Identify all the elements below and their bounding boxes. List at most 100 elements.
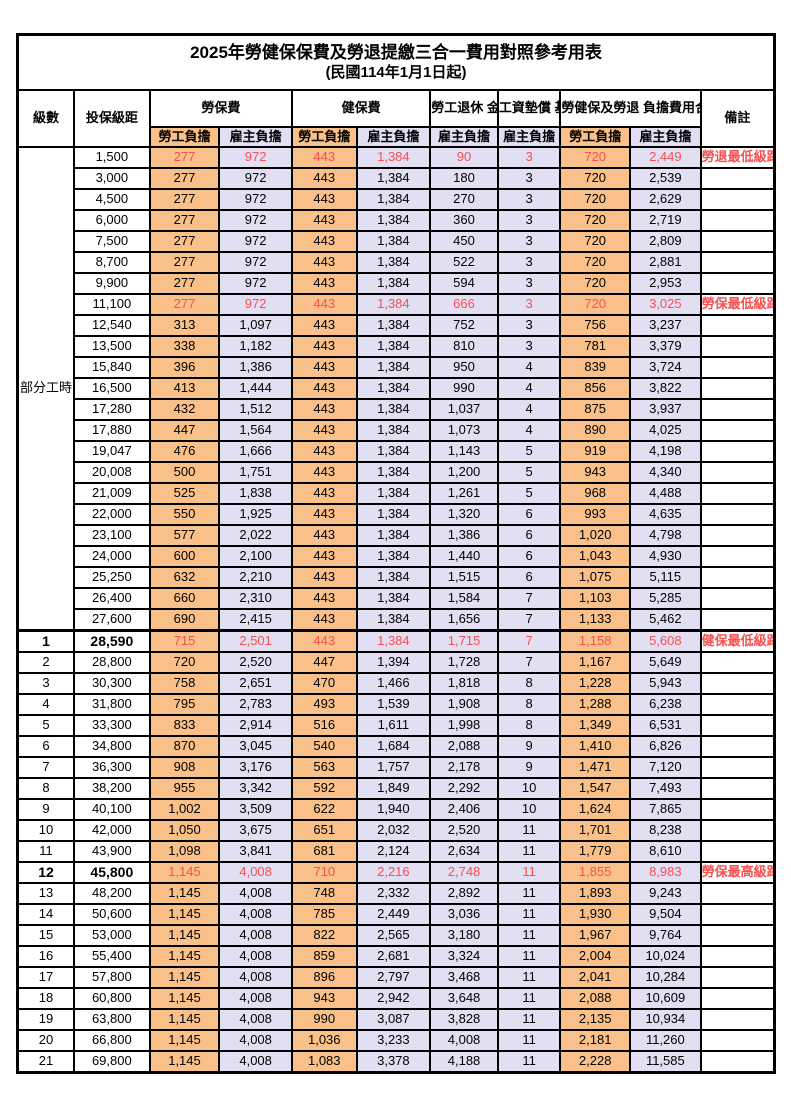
wage-fund-employer-cell: 6 bbox=[496, 545, 562, 568]
bracket-cell: 66,800 bbox=[73, 1029, 151, 1052]
header-note: 備註 bbox=[699, 89, 776, 148]
total-employee-cell: 720 bbox=[559, 167, 632, 190]
subheader-total-employer: 雇主負擔 bbox=[629, 126, 702, 148]
health-employer-cell: 1,394 bbox=[355, 651, 432, 674]
pension-employer-cell: 1,037 bbox=[429, 398, 499, 421]
health-employee-cell: 443 bbox=[290, 461, 358, 484]
total-employee-cell: 1,103 bbox=[559, 587, 632, 610]
table-row: 7,500 277 972 443 1,384 450 3 720 2,809 bbox=[18, 230, 776, 253]
total-employee-cell: 1,133 bbox=[559, 608, 632, 632]
wage-fund-employer-cell: 11 bbox=[496, 1029, 562, 1052]
labor-employer-cell: 4,008 bbox=[218, 987, 293, 1010]
bracket-cell: 50,600 bbox=[73, 903, 151, 926]
labor-employer-cell: 1,386 bbox=[218, 356, 293, 379]
labor-employer-cell: 3,841 bbox=[218, 840, 293, 863]
level-cell: 18 bbox=[16, 987, 75, 1010]
note-cell bbox=[699, 398, 776, 421]
labor-employee-cell: 277 bbox=[148, 251, 221, 274]
total-employer-cell: 3,724 bbox=[629, 356, 702, 379]
note-cell bbox=[699, 903, 776, 926]
subheader-total-employee: 勞工負擔 bbox=[559, 126, 632, 148]
labor-employer-cell: 972 bbox=[218, 293, 293, 316]
table-row: 9,900 277 972 443 1,384 594 3 720 2,953 bbox=[18, 272, 776, 295]
bracket-cell: 17,280 bbox=[73, 398, 151, 421]
health-employee-cell: 443 bbox=[290, 398, 358, 421]
note-cell: 健保最低級距 bbox=[699, 629, 776, 653]
pension-employer-cell: 1,584 bbox=[429, 587, 499, 610]
total-employee-cell: 2,041 bbox=[559, 966, 632, 989]
note-cell bbox=[699, 672, 776, 695]
total-employer-cell: 2,881 bbox=[629, 251, 702, 274]
wage-fund-employer-cell: 10 bbox=[496, 798, 562, 821]
bracket-cell: 12,540 bbox=[73, 314, 151, 337]
bracket-cell: 23,100 bbox=[73, 524, 151, 547]
level-cell: 8 bbox=[16, 777, 75, 800]
total-employer-cell: 8,610 bbox=[629, 840, 702, 863]
health-employer-cell: 3,378 bbox=[355, 1050, 432, 1074]
bracket-cell: 42,000 bbox=[73, 819, 151, 842]
labor-employee-cell: 432 bbox=[148, 398, 221, 421]
wage-fund-employer-cell: 7 bbox=[496, 608, 562, 632]
total-employer-cell: 9,764 bbox=[629, 924, 702, 947]
table-row: 21 69,800 1,145 4,008 1,083 3,378 4,188 11 2,228… bbox=[16, 1050, 776, 1074]
labor-employee-cell: 908 bbox=[148, 756, 221, 779]
pension-employer-cell: 594 bbox=[429, 272, 499, 295]
labor-employee-cell: 413 bbox=[148, 377, 221, 400]
table-row: 4,500 277 972 443 1,384 270 3 720 2,629 bbox=[18, 188, 776, 211]
wage-fund-employer-cell: 3 bbox=[496, 335, 562, 358]
health-employee-cell: 710 bbox=[290, 861, 358, 884]
wage-fund-employer-cell: 11 bbox=[496, 924, 562, 947]
total-employee-cell: 2,181 bbox=[559, 1029, 632, 1052]
level-cell: 13 bbox=[16, 882, 75, 905]
total-employee-cell: 993 bbox=[559, 503, 632, 526]
wage-fund-employer-cell: 3 bbox=[496, 146, 562, 169]
labor-employee-cell: 632 bbox=[148, 566, 221, 589]
total-employee-cell: 1,349 bbox=[559, 714, 632, 737]
note-cell bbox=[699, 714, 776, 737]
level-cell: 4 bbox=[16, 693, 75, 716]
table-row: 6,000 277 972 443 1,384 360 3 720 2,719 bbox=[18, 209, 776, 232]
table-row: 7 36,300 908 3,176 563 1,757 2,178 9 1,471 7,120 bbox=[16, 756, 776, 779]
table-row: 15 53,000 1,145 4,008 822 2,565 3,180 11 1,967 9,… bbox=[16, 924, 776, 947]
level-cell: 7 bbox=[16, 756, 75, 779]
health-employee-cell: 443 bbox=[290, 230, 358, 253]
health-employer-cell: 1,384 bbox=[355, 461, 432, 484]
total-employee-cell: 875 bbox=[559, 398, 632, 421]
bracket-cell: 30,300 bbox=[73, 672, 151, 695]
bracket-cell: 69,800 bbox=[73, 1050, 151, 1074]
bracket-cell: 24,000 bbox=[73, 545, 151, 568]
table-row: 13,500 338 1,182 443 1,384 810 3 781 3,379 bbox=[18, 335, 776, 358]
header-bracket: 投保級距 bbox=[73, 89, 151, 148]
note-cell: 勞保最高級距 bbox=[699, 861, 776, 884]
bracket-cell: 28,590 bbox=[73, 629, 151, 653]
total-employee-cell: 1,701 bbox=[559, 819, 632, 842]
bracket-cell: 19,047 bbox=[73, 440, 151, 463]
labor-employee-cell: 500 bbox=[148, 461, 221, 484]
total-employer-cell: 5,462 bbox=[629, 608, 702, 632]
health-employee-cell: 1,083 bbox=[290, 1050, 358, 1074]
total-employee-cell: 1,228 bbox=[559, 672, 632, 695]
total-employer-cell: 3,025 bbox=[629, 293, 702, 316]
health-employee-cell: 443 bbox=[290, 314, 358, 337]
labor-employee-cell: 476 bbox=[148, 440, 221, 463]
labor-employee-cell: 525 bbox=[148, 482, 221, 505]
total-employer-cell: 9,504 bbox=[629, 903, 702, 926]
group-header-row: 級數 投保級距 勞保費 健保費 勞工退休 金(提繳6%) 工資墊償 基金 勞健保… bbox=[16, 89, 776, 148]
total-employer-cell: 4,340 bbox=[629, 461, 702, 484]
total-employee-cell: 1,020 bbox=[559, 524, 632, 547]
labor-employee-cell: 715 bbox=[148, 629, 221, 653]
note-cell bbox=[699, 335, 776, 358]
total-employer-cell: 10,024 bbox=[629, 945, 702, 968]
table-row: 3 30,300 758 2,651 470 1,466 1,818 8 1,228 5,943 bbox=[16, 672, 776, 695]
health-employee-cell: 785 bbox=[290, 903, 358, 926]
bracket-cell: 15,840 bbox=[73, 356, 151, 379]
health-employee-cell: 443 bbox=[290, 440, 358, 463]
table-row: 26,400 660 2,310 443 1,384 1,584 7 1,103 5,285 bbox=[18, 587, 776, 610]
total-employee-cell: 856 bbox=[559, 377, 632, 400]
wage-fund-employer-cell: 11 bbox=[496, 882, 562, 905]
total-employer-cell: 7,120 bbox=[629, 756, 702, 779]
labor-employer-cell: 2,520 bbox=[218, 651, 293, 674]
labor-employee-cell: 600 bbox=[148, 545, 221, 568]
pension-employer-cell: 2,088 bbox=[429, 735, 499, 758]
health-employer-cell: 1,384 bbox=[355, 608, 432, 632]
